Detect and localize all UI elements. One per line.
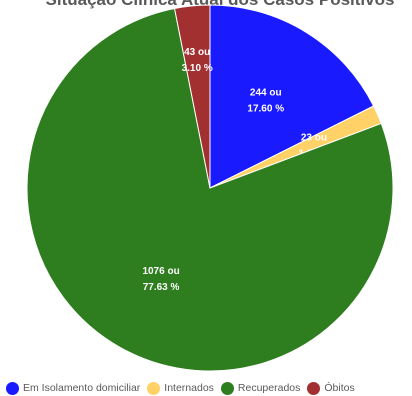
legend-label-isolamento: Em Isolamento domiciliar (23, 382, 141, 394)
slice-label-isolamento: 244 ou 17.60 % (247, 88, 284, 115)
legend-swatch-obitos (307, 381, 321, 395)
pie-slice-recuperados[interactable] (26, 7, 394, 372)
legend-item-recuperados[interactable]: Recuperados (220, 381, 301, 395)
legend-item-obitos[interactable]: Óbitos (307, 381, 355, 395)
legend-swatch-isolamento (6, 381, 19, 395)
legend-item-isolamento[interactable]: Em Isolamento domiciliar (6, 381, 141, 395)
slice-label-recuperados: 1076 ou 77.63 % (142, 266, 179, 293)
legend-label-recuperados: Recuperados (237, 382, 301, 394)
legend: Em Isolamento domiciliar Internados Recu… (6, 380, 362, 396)
chart-title: Situação Clínica Atual dos Casos Positiv… (0, 0, 412, 10)
legend-swatch-recuperados (220, 381, 234, 395)
pie-slice-isolamento[interactable] (209, 4, 375, 189)
legend-item-internados[interactable]: Internados (147, 381, 214, 395)
legend-swatch-internados (147, 381, 161, 395)
legend-label-internados: Internados (164, 382, 214, 394)
legend-label-obitos: Óbitos (324, 382, 355, 394)
slice-label-obitos: 43 ou 3.10 % (182, 47, 213, 74)
pie-slice-obitos[interactable] (173, 4, 211, 189)
